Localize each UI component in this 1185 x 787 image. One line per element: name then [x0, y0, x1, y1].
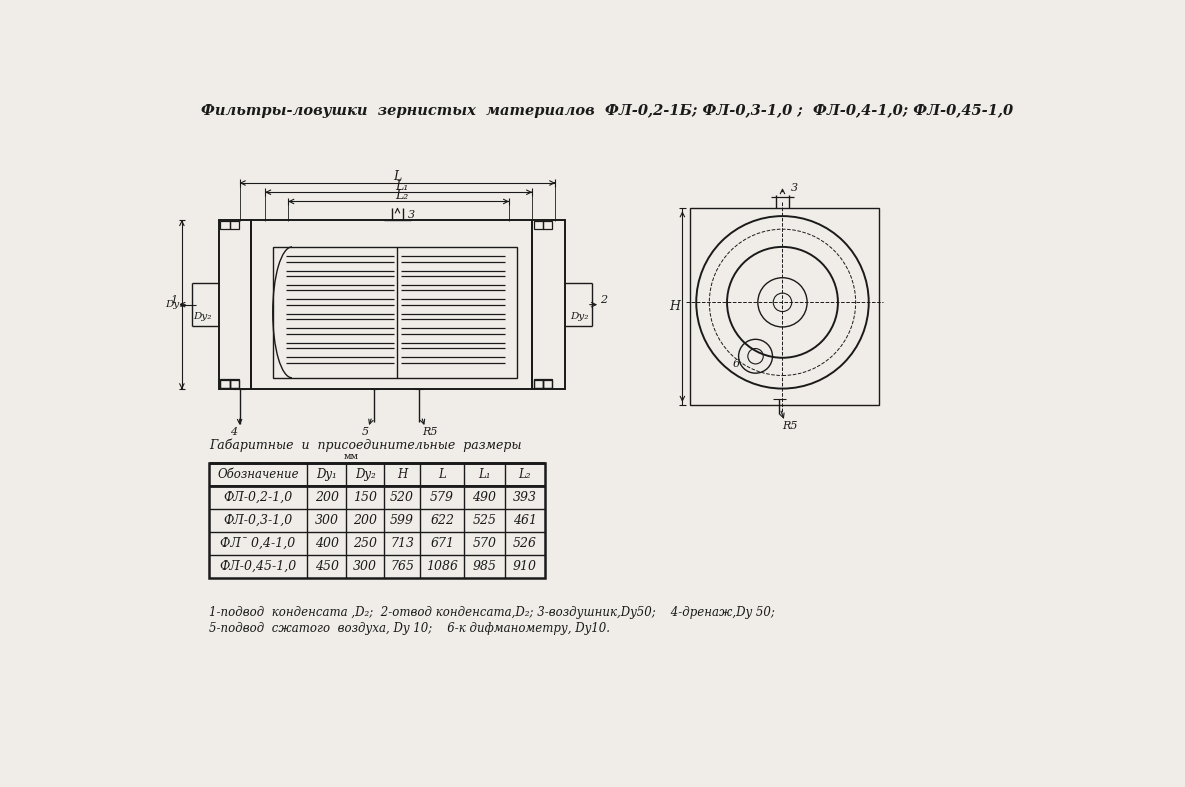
Bar: [690, 209, 879, 405]
Bar: [543, 380, 552, 388]
Bar: [219, 220, 251, 390]
Text: 200: 200: [353, 514, 377, 527]
Text: L: L: [393, 170, 402, 183]
Text: H: H: [397, 467, 408, 481]
Text: ФЛˉ 0,4-1,0: ФЛˉ 0,4-1,0: [220, 537, 296, 550]
Bar: [533, 380, 543, 388]
Text: L₂: L₂: [518, 467, 531, 481]
Text: 200: 200: [315, 490, 339, 504]
Text: 1-подвод  конденсата ,D₂;  2-отвод конденсата,D₂; 3-воздушник,Dy50;    4-дренаж,: 1-подвод конденсата ,D₂; 2-отвод конденс…: [209, 606, 775, 619]
Text: R5: R5: [422, 427, 437, 438]
Text: 461: 461: [513, 514, 537, 527]
Text: Dy₁: Dy₁: [165, 300, 184, 309]
Text: H: H: [670, 300, 680, 312]
Text: R5: R5: [782, 420, 798, 430]
Text: L: L: [438, 467, 446, 481]
Text: Габаритные  и  присоединительные  размеры: Габаритные и присоединительные размеры: [209, 439, 521, 453]
Text: 526: 526: [513, 537, 537, 550]
Bar: [532, 220, 565, 390]
Bar: [273, 247, 517, 378]
Text: 5: 5: [361, 427, 369, 438]
Text: 393: 393: [513, 490, 537, 504]
Text: Dy₂: Dy₂: [193, 312, 211, 320]
Bar: [220, 221, 230, 229]
Text: 1086: 1086: [427, 560, 459, 573]
Text: ФЛ-0,45-1,0: ФЛ-0,45-1,0: [219, 560, 296, 573]
Text: L₁: L₁: [479, 467, 491, 481]
Text: ФЛ-0,2-1,0: ФЛ-0,2-1,0: [224, 490, 293, 504]
Bar: [533, 221, 543, 229]
Bar: [209, 463, 545, 578]
Text: 525: 525: [473, 514, 497, 527]
Text: 250: 250: [353, 537, 377, 550]
Bar: [251, 220, 532, 390]
Bar: [543, 379, 552, 388]
Text: 579: 579: [430, 490, 454, 504]
Text: 599: 599: [390, 514, 414, 527]
Text: L₁: L₁: [396, 179, 409, 193]
Bar: [543, 221, 552, 229]
Text: 910: 910: [513, 560, 537, 573]
Text: 450: 450: [315, 560, 339, 573]
Bar: [220, 380, 230, 388]
Text: 713: 713: [390, 537, 414, 550]
Text: 1: 1: [171, 295, 178, 305]
Text: L₂: L₂: [396, 189, 409, 201]
Text: 765: 765: [390, 560, 414, 573]
Text: Фильтры-ловушки  зернистых  материалов  ФЛ-0,2-1Б; ФЛ-0,3-1,0 ;  ФЛ-0,4-1,0; ФЛ-: Фильтры-ловушки зернистых материалов ФЛ-…: [201, 105, 1013, 118]
Bar: [220, 379, 230, 388]
Bar: [230, 379, 239, 388]
Text: 6: 6: [732, 359, 739, 369]
Text: 490: 490: [473, 490, 497, 504]
Text: мм: мм: [344, 452, 359, 461]
Text: 300: 300: [315, 514, 339, 527]
Text: 300: 300: [353, 560, 377, 573]
Text: Dy₂: Dy₂: [570, 312, 589, 320]
Text: 985: 985: [473, 560, 497, 573]
Text: 3: 3: [408, 209, 415, 220]
Text: 622: 622: [430, 514, 454, 527]
Text: 520: 520: [390, 490, 414, 504]
Text: 400: 400: [315, 537, 339, 550]
Text: Обозначение: Обозначение: [217, 467, 299, 481]
Bar: [230, 380, 239, 388]
Text: 3: 3: [792, 183, 799, 194]
Text: Dy₁: Dy₁: [316, 467, 337, 481]
Bar: [533, 379, 543, 388]
Text: 570: 570: [473, 537, 497, 550]
Text: Dy₂: Dy₂: [354, 467, 376, 481]
Text: 671: 671: [430, 537, 454, 550]
Bar: [230, 221, 239, 229]
Text: 150: 150: [353, 490, 377, 504]
Text: 5-подвод  сжатого  воздуха, Dy 10;    6-к дифманометру, Dy10.: 5-подвод сжатого воздуха, Dy 10; 6-к диф…: [209, 622, 610, 634]
Text: 4: 4: [230, 427, 237, 437]
Text: ФЛ-0,3-1,0: ФЛ-0,3-1,0: [224, 514, 293, 527]
Text: 2: 2: [601, 295, 608, 305]
